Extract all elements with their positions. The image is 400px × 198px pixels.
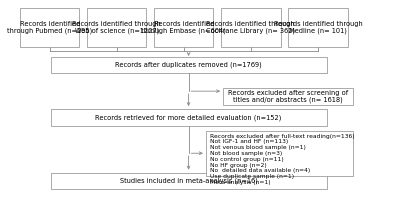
Text: Studies included in meta-analysis (n=16): Studies included in meta-analysis (n=16): [120, 178, 258, 184]
Text: Records identified through
Web of science (n=1227): Records identified through Web of scienc…: [72, 21, 161, 34]
FancyBboxPatch shape: [51, 173, 326, 189]
FancyBboxPatch shape: [288, 8, 348, 47]
FancyBboxPatch shape: [51, 56, 326, 73]
Text: Records excluded after full-text reading(n=136)
Not IGF-1 and HF (n=113)
Not ven: Records excluded after full-text reading…: [210, 133, 354, 185]
Text: Records identified
through Embase (n=604): Records identified through Embase (n=604…: [141, 21, 226, 34]
FancyBboxPatch shape: [20, 8, 80, 47]
Text: Records excluded after screening of
titles and/or abstracts (n= 1618): Records excluded after screening of titl…: [228, 90, 348, 103]
FancyBboxPatch shape: [87, 8, 146, 47]
Text: Records identified
through Pubmed (n=295): Records identified through Pubmed (n=295…: [7, 21, 92, 34]
FancyBboxPatch shape: [223, 88, 353, 105]
Text: Records retrieved for more detailed evaluation (n=152): Records retrieved for more detailed eval…: [96, 114, 282, 121]
Text: Records identified through
Medline (n= 101): Records identified through Medline (n= 1…: [274, 21, 362, 34]
FancyBboxPatch shape: [154, 8, 214, 47]
Text: Records identified through
Cochrane Library (n= 362): Records identified through Cochrane Libr…: [206, 21, 296, 34]
Text: Records after duplicates removed (n=1769): Records after duplicates removed (n=1769…: [115, 61, 262, 68]
FancyBboxPatch shape: [51, 109, 326, 126]
FancyBboxPatch shape: [221, 8, 280, 47]
FancyBboxPatch shape: [206, 131, 353, 176]
